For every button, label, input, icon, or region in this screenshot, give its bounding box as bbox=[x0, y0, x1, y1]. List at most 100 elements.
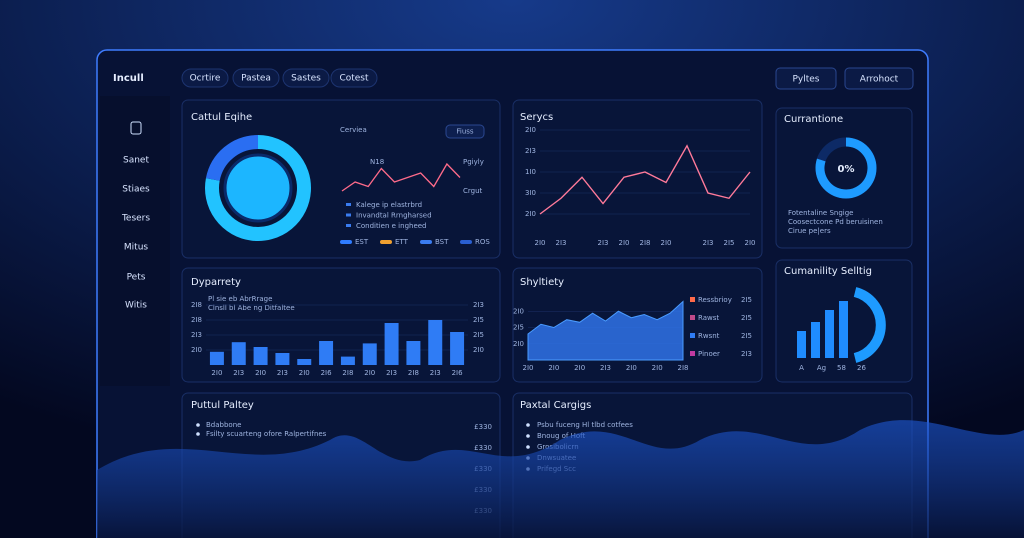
legend-marker bbox=[690, 333, 695, 338]
x-tick-label: 2I5 bbox=[724, 239, 735, 247]
panel-title: Paxtal Cargigs bbox=[520, 400, 591, 411]
nav-label: Ocrtire bbox=[190, 74, 221, 84]
legend-marker bbox=[690, 297, 695, 302]
amount: £330 bbox=[474, 423, 492, 431]
bar bbox=[450, 332, 465, 365]
trend-label: Pgiyly bbox=[463, 158, 484, 166]
row-label: Fsilty scuarteng ofore Ralpertifnes bbox=[206, 430, 327, 438]
y-tick-label: 2I0 bbox=[513, 307, 524, 315]
y-tick-label: 2I0 bbox=[525, 126, 536, 134]
y2-tick-label: 2I3 bbox=[473, 301, 484, 309]
button-label: Fiuss bbox=[456, 128, 474, 136]
y-tick-label: 3I0 bbox=[525, 189, 536, 197]
button-label: Pyltes bbox=[792, 75, 819, 85]
trend-label: N18 bbox=[370, 158, 384, 166]
nav-tab[interactable] bbox=[282, 68, 330, 88]
header-button[interactable] bbox=[844, 67, 914, 90]
legend-label: Rwsnt bbox=[698, 332, 720, 340]
filter-button[interactable] bbox=[445, 124, 485, 139]
legend-value: 2I5 bbox=[741, 314, 752, 322]
nav-tab[interactable] bbox=[181, 68, 229, 88]
pie-slice bbox=[205, 135, 259, 182]
bar bbox=[297, 359, 312, 365]
sidebar-item: Pets bbox=[127, 273, 146, 283]
x-tick-label: 2I0 bbox=[523, 364, 534, 372]
legend-label: Kalege ip elastrbrd bbox=[356, 201, 422, 209]
x-tick-label: 2I0 bbox=[619, 239, 630, 247]
y2-tick-label: 2I0 bbox=[473, 346, 484, 354]
panel-title: Dyparrety bbox=[191, 277, 241, 288]
y2-tick-label: 2I5 bbox=[473, 316, 484, 324]
bar bbox=[825, 310, 834, 358]
legend-key bbox=[340, 240, 352, 244]
x-tick-label: 2I3 bbox=[556, 239, 567, 247]
panel-title: Puttul Paltey bbox=[191, 400, 254, 411]
bar bbox=[839, 301, 848, 358]
ring-progress bbox=[815, 137, 877, 199]
legend-key-label: ROS bbox=[475, 238, 490, 246]
legend-value: 2I5 bbox=[741, 332, 752, 340]
legend-key bbox=[460, 240, 472, 244]
y-tick-label: 2I3 bbox=[525, 147, 536, 155]
logo: Incull bbox=[113, 73, 144, 84]
x-tick-label: 2I8 bbox=[408, 369, 419, 377]
amount: £330 bbox=[474, 444, 492, 452]
x-tick-label: 2I3 bbox=[430, 369, 441, 377]
ring-label: 0% bbox=[838, 164, 855, 175]
x-tick-label: Ag bbox=[817, 364, 826, 372]
trend-title: Cerviea bbox=[340, 126, 367, 134]
panel-title: Shyltiety bbox=[520, 277, 564, 288]
item-label: Bnoug of Hoft bbox=[537, 432, 585, 440]
x-tick-label: 2I0 bbox=[364, 369, 375, 377]
header-button[interactable] bbox=[775, 67, 837, 90]
x-tick-label: 2I0 bbox=[548, 364, 559, 372]
x-tick-label: 2I3 bbox=[703, 239, 714, 247]
row-label: Bdabbone bbox=[206, 421, 241, 429]
sidebar-item: Sanet bbox=[123, 156, 149, 166]
x-tick-label: 2I0 bbox=[626, 364, 637, 372]
item-label: Psbu fuceng Hl tlbd cotfees bbox=[537, 421, 633, 429]
bullet bbox=[526, 445, 530, 449]
sidebar-item: Stiaes bbox=[122, 185, 150, 195]
x-tick-label: 2I0 bbox=[661, 239, 672, 247]
subtitle: Clnsll bl Abe ng Ditfaltee bbox=[208, 304, 295, 312]
y-tick-label: 2I8 bbox=[191, 316, 202, 324]
legend-marker bbox=[346, 224, 351, 227]
legend-key-label: BST bbox=[435, 238, 449, 246]
bar bbox=[253, 347, 268, 365]
panel-title: Serycs bbox=[520, 112, 553, 123]
x-tick-label: 2I6 bbox=[452, 369, 464, 377]
bar bbox=[797, 331, 806, 358]
bar bbox=[362, 343, 377, 365]
decor-arc bbox=[853, 287, 886, 363]
sidebar-icon bbox=[130, 121, 142, 135]
sidebar-item: Tesers bbox=[121, 214, 150, 224]
nav-tab[interactable] bbox=[232, 68, 280, 88]
button-label: Arrohoct bbox=[860, 75, 899, 85]
legend-label: Invandtal Rrngharsed bbox=[356, 212, 432, 220]
y-tick-label: 2I3 bbox=[191, 331, 202, 339]
x-tick-label: 2I6 bbox=[321, 369, 333, 377]
y-tick-label: 2I8 bbox=[191, 301, 202, 309]
x-tick-label: 2I0 bbox=[745, 239, 756, 247]
bar bbox=[811, 322, 820, 358]
x-tick-label: 2I0 bbox=[211, 369, 222, 377]
donut-core bbox=[223, 153, 293, 223]
x-tick-label: 2I0 bbox=[652, 364, 663, 372]
sidebar-item: Witis bbox=[125, 301, 147, 311]
bullet bbox=[526, 434, 530, 438]
legend-marker bbox=[690, 315, 695, 320]
y-tick-label: 2I0 bbox=[525, 210, 536, 218]
legend-marker bbox=[690, 351, 695, 356]
x-tick-label: 58 bbox=[837, 364, 846, 372]
x-tick-label: 2I8 bbox=[678, 364, 689, 372]
nav-tab[interactable] bbox=[330, 68, 378, 88]
fog bbox=[97, 420, 1024, 538]
legend-label: Pinoer bbox=[698, 350, 720, 358]
y2-tick-label: 2I5 bbox=[473, 331, 484, 339]
y-tick-label: 2I0 bbox=[513, 340, 524, 348]
legend-label: Rawst bbox=[698, 314, 719, 322]
bar bbox=[231, 342, 246, 365]
x-tick-label: 2I8 bbox=[640, 239, 651, 247]
